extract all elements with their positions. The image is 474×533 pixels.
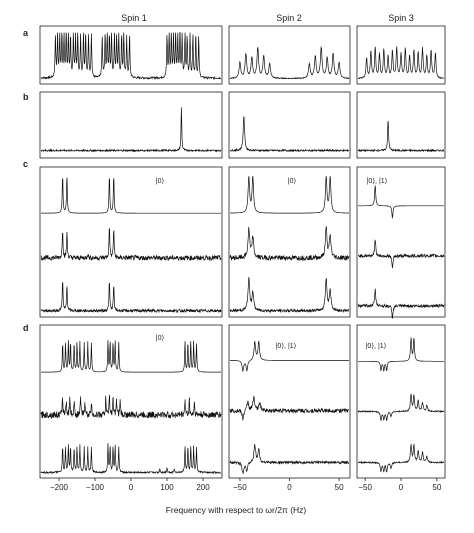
panel-b-spin-1-trace-1	[40, 107, 222, 153]
panel-b-spin-3	[356, 91, 446, 159]
panel-b-spin-1	[39, 91, 223, 159]
state-annotations: |0⟩ |0⟩ |0⟩, |1⟩ |0⟩ |0⟩, |1⟩ |0⟩, |1⟩	[156, 177, 388, 350]
panel-d-spin-1-frame	[39, 324, 223, 479]
panel-c-spin-3-trace-3	[357, 288, 445, 319]
panel-d-spin-1-trace-2	[40, 394, 222, 420]
x-tick-label-spin-2-2: 50	[335, 483, 344, 492]
panel-c-spin-1	[39, 166, 223, 318]
annotation-5: |0⟩, |1⟩	[276, 342, 297, 350]
column-title-spin-2: Spin 2	[276, 13, 302, 23]
panel-c-spin-3	[356, 166, 446, 319]
panel-b-spin-2	[228, 91, 351, 159]
panel-c-spin-2-trace-1	[230, 175, 349, 214]
panel-b-spin-3-frame	[356, 91, 446, 159]
annotation-6: |0⟩, |1⟩	[366, 342, 387, 350]
x-tick-label-spin-3-0: −50	[358, 483, 372, 492]
panel-a-spin-1	[39, 25, 223, 85]
panel-d-spin-3-trace-3	[357, 443, 445, 473]
panel-a-spin-2	[228, 25, 351, 85]
row-label-b: b	[23, 92, 29, 102]
panel-d-spin-2-trace-1	[230, 340, 349, 372]
panel-c-spin-2-frame	[228, 166, 351, 318]
panel-c-spin-1-frame	[39, 166, 223, 318]
panel-a-spin-3	[356, 25, 446, 85]
panel-d-spin-2	[228, 324, 351, 479]
x-tick-label-spin-1-1: −100	[86, 483, 105, 492]
row-label-a: a	[23, 28, 29, 38]
annotation-3: |0⟩, |1⟩	[367, 177, 388, 185]
panel-c-spin-1-trace-2	[40, 227, 222, 262]
row-label-c: c	[23, 159, 28, 169]
annotation-2: |0⟩	[288, 177, 297, 185]
panel-d-spin-2-trace-3	[229, 443, 350, 475]
x-tick-label-spin-2-0: −50	[233, 483, 247, 492]
panel-c-spin-2-trace-2	[229, 226, 350, 262]
panel-a-spin-3-trace-1	[357, 46, 444, 80]
x-tick-label-spin-2-1: 0	[287, 483, 292, 492]
panel-c-spin-3-frame	[356, 166, 446, 318]
x-tick-label-spin-1-4: 200	[196, 483, 210, 492]
annotation-1: |0⟩	[156, 177, 165, 185]
column-titles: Spin 1 Spin 2 Spin 3	[121, 13, 414, 23]
panel-d-spin-1	[39, 324, 223, 479]
row-labels: a b c d	[23, 28, 29, 333]
panel-d-spin-3-trace-1	[358, 337, 444, 372]
x-tick-label-spin-1-0: −200	[50, 483, 69, 492]
x-axes: −200 −100 0 100 200 −50 0 50 −50 0 50	[50, 478, 442, 492]
panel-a-spin-1-trace-1	[40, 32, 222, 81]
x-tick-label-spin-3-2: 50	[432, 483, 441, 492]
panel-d-spin-3-trace-2	[357, 393, 445, 422]
x-tick-label-spin-3-1: 0	[399, 483, 404, 492]
panel-d-spin-2-trace-2	[229, 395, 350, 421]
panel-c-spin-1-trace-1	[41, 177, 221, 214]
panel-d-spin-1-trace-3	[40, 443, 222, 475]
panel-a-spin-2-trace-1	[229, 45, 350, 80]
x-tick-label-spin-1-2: 0	[129, 483, 134, 492]
x-axis-label: Frequency with respect to ωr/2π (Hz)	[166, 505, 307, 515]
panels	[39, 25, 446, 479]
panel-c-spin-2	[228, 166, 351, 318]
panel-a-spin-1-frame	[39, 25, 223, 85]
column-title-spin-1: Spin 1	[121, 13, 147, 23]
panel-a-spin-2-frame	[228, 25, 351, 85]
x-tick-label-spin-1-3: 100	[160, 483, 174, 492]
panel-d-spin-1-trace-1	[41, 340, 221, 373]
column-title-spin-3: Spin 3	[388, 13, 414, 23]
panel-c-spin-3-trace-1	[358, 185, 444, 219]
panel-b-spin-3-trace-1	[357, 120, 445, 153]
panel-c-spin-1-trace-3	[40, 282, 222, 314]
panel-b-spin-2-trace-1	[229, 115, 350, 153]
row-label-d: d	[23, 323, 29, 333]
panel-a-spin-3-frame	[356, 25, 446, 85]
panel-b-spin-1-frame	[39, 91, 223, 159]
annotation-4: |0⟩	[156, 334, 165, 342]
panel-b-spin-2-frame	[228, 91, 351, 159]
panel-c-spin-3-trace-2	[358, 239, 445, 269]
panel-c-spin-2-trace-3	[229, 277, 350, 314]
